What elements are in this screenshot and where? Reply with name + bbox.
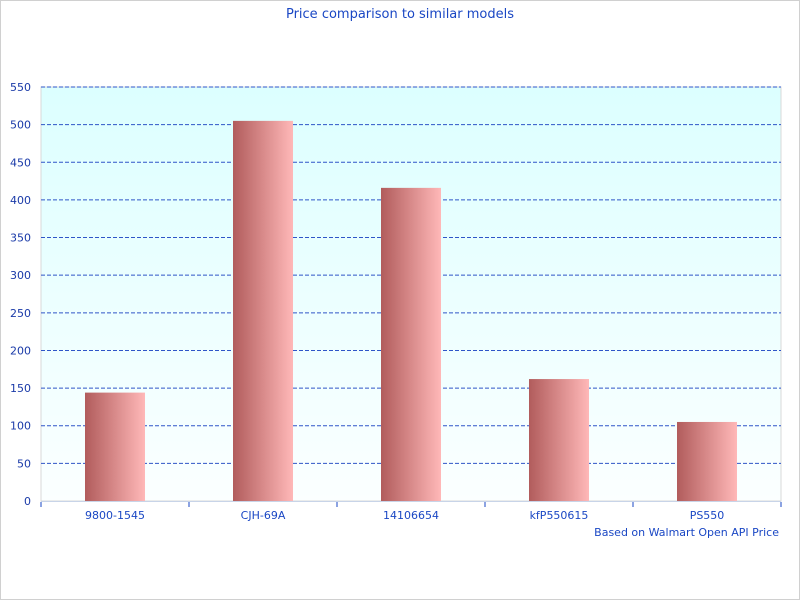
y-tick-label: 350 [10, 232, 31, 245]
y-tick-label: 450 [10, 156, 31, 169]
y-tick-label: 250 [10, 307, 31, 320]
x-tick-label: PS550 [690, 509, 725, 522]
y-tick-label: 400 [10, 194, 31, 207]
x-tick-label: kfP550615 [530, 509, 589, 522]
y-tick-label: 550 [10, 81, 31, 94]
y-tick-label: 500 [10, 119, 31, 132]
bar-9800-1545[interactable] [85, 392, 145, 501]
y-tick-label: 300 [10, 269, 31, 282]
y-tick-label: 150 [10, 382, 31, 395]
y-tick-label: 0 [24, 495, 31, 508]
x-tick-label: CJH-69A [241, 509, 286, 522]
bar-CJH-69A[interactable] [233, 120, 293, 501]
bar-14106654[interactable] [381, 187, 441, 501]
y-tick-label: 50 [17, 457, 31, 470]
x-tick-label: 14106654 [383, 509, 439, 522]
x-tick-label: 9800-1545 [85, 509, 145, 522]
y-tick-label: 200 [10, 344, 31, 357]
chart-title: Price comparison to similar models [286, 7, 514, 22]
y-tick-label: 100 [10, 420, 31, 433]
bar-PS550[interactable] [677, 421, 737, 501]
bar-kfP550615[interactable] [529, 379, 589, 501]
footnote: Based on Walmart Open API Price [594, 526, 779, 539]
